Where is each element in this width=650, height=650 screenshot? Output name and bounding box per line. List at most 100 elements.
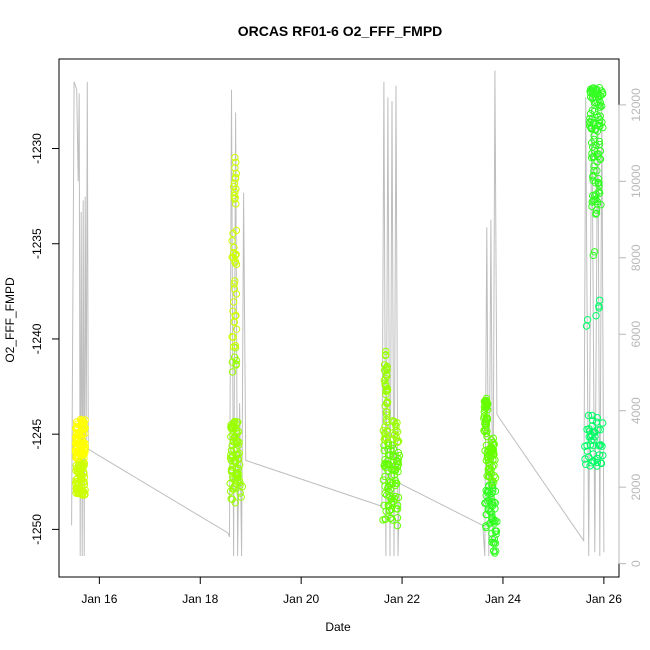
data-point: [231, 341, 240, 350]
data-point: [230, 280, 238, 288]
data-point: [593, 166, 601, 175]
data-point: [232, 185, 240, 193]
data-point: [487, 494, 495, 502]
data-point: [231, 344, 240, 352]
data-point: [73, 431, 82, 439]
data-point: [483, 427, 491, 435]
data-point: [232, 311, 240, 320]
y-tick-label: -1235: [30, 228, 44, 259]
data-point: [232, 325, 241, 333]
data-point: [488, 538, 496, 546]
data-point: [230, 179, 239, 188]
x-tick-label: Jan 18: [182, 592, 218, 606]
data-point: [592, 141, 600, 150]
data-point: [385, 507, 393, 515]
data-point: [230, 298, 238, 306]
data-point: [586, 118, 594, 126]
data-point: [484, 405, 492, 414]
data-point: [382, 370, 391, 379]
chart-title: ORCAS RF01-6 O2_FFF_FMPD: [238, 23, 443, 39]
x-axis: Jan 16 Jan 18 Jan 20 Jan 22 Jan 24 Jan 26: [81, 576, 622, 606]
data-point: [595, 140, 604, 149]
data-point: [383, 398, 391, 406]
data-point: [236, 481, 244, 490]
x-tick-label: Jan 16: [81, 592, 117, 606]
y-tick-label: -1240: [30, 323, 44, 354]
data-point: [231, 195, 239, 203]
data-point: [589, 84, 598, 92]
y-axis-left: -1230 -1235 -1240 -1245 -1250: [30, 133, 60, 545]
data-point: [384, 501, 392, 509]
data-point: [79, 441, 88, 450]
data-point: [592, 418, 601, 426]
data-point: [381, 489, 389, 498]
data-point: [393, 457, 401, 465]
data-point: [385, 488, 393, 496]
data-point: [380, 501, 388, 510]
data-point: [591, 179, 600, 187]
plot-frame: [58, 58, 620, 578]
data-point: [482, 396, 490, 405]
y2-tick-label: 12000: [629, 88, 643, 122]
data-point: [232, 361, 240, 369]
y2-tick-label: 6000: [629, 321, 643, 348]
data-point: [383, 387, 391, 395]
data-point: [392, 505, 400, 513]
data-point: [390, 498, 398, 506]
data-point: [581, 442, 589, 451]
data-point: [380, 435, 389, 443]
data-point: [231, 164, 239, 172]
y-axis-label: O2_FFF_FMPD: [3, 277, 17, 363]
data-point: [597, 459, 606, 468]
data-point: [383, 408, 391, 416]
data-point: [493, 517, 501, 526]
data-point: [485, 468, 493, 476]
data-point: [480, 427, 489, 436]
data-point: [232, 437, 241, 445]
data-point: [381, 515, 389, 523]
data-point: [381, 472, 389, 481]
data-point: [387, 465, 395, 473]
data-point: [230, 243, 238, 252]
data-point: [73, 448, 82, 456]
data-point: [394, 438, 402, 446]
data-point: [483, 472, 491, 480]
data-point: [76, 471, 84, 479]
data-point: [588, 416, 597, 424]
data-point: [231, 257, 240, 265]
data-point: [391, 430, 399, 438]
data-point: [492, 530, 500, 538]
data-point: [598, 442, 606, 450]
data-point: [584, 411, 593, 420]
data-point: [598, 89, 607, 97]
data-point: [393, 463, 402, 471]
data-point: [384, 446, 392, 454]
data-point: [230, 437, 238, 445]
altitude-trace: [71, 70, 605, 557]
data-point: [595, 302, 603, 310]
data-point: [588, 149, 596, 158]
data-point: [231, 188, 239, 196]
data-point: [487, 466, 495, 474]
data-point: [386, 492, 394, 500]
data-point: [484, 456, 492, 464]
data-point: [480, 415, 488, 423]
data-point: [394, 468, 402, 476]
data-point: [588, 94, 596, 103]
data-point: [230, 417, 239, 426]
data-point: [488, 516, 496, 524]
data-point: [596, 296, 604, 304]
data-point: [381, 381, 389, 390]
data-point: [587, 459, 595, 467]
data-point: [383, 411, 391, 419]
data-point: [483, 414, 491, 422]
data-point: [488, 481, 496, 489]
data-point: [234, 427, 243, 436]
data-point: [592, 126, 600, 134]
data-point: [384, 482, 393, 491]
data-point: [232, 290, 241, 298]
data-point: [581, 455, 589, 463]
y-tick-label: -1250: [30, 514, 44, 545]
data-point: [491, 527, 500, 535]
data-point: [228, 453, 236, 461]
